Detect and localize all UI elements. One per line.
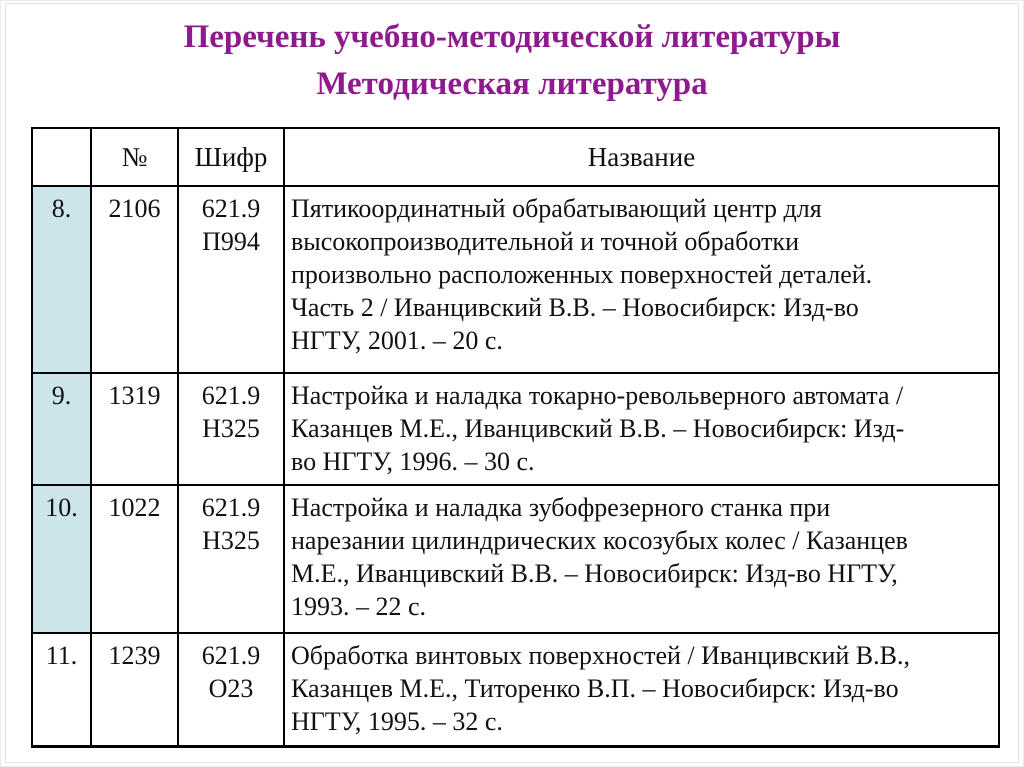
row-number-cell: 1022	[90, 484, 179, 634]
header-cell-code: Шифр	[177, 127, 285, 187]
header-cell-marker	[31, 127, 92, 187]
row-index-cell: 11.	[31, 632, 92, 747]
row-index-cell: 10.	[31, 484, 92, 634]
row-index-cell: 9.	[31, 372, 92, 486]
header-cell-name: Название	[283, 127, 1000, 187]
row-code-cell: 621.9 Н325	[177, 372, 285, 486]
row-title-cell: Пятикоординатный обрабатывающий центр дл…	[283, 185, 1000, 374]
row-title-cell: Настройка и наладка токарно-револьверног…	[283, 372, 1000, 486]
slide-title: Перечень учебно-методической литературы …	[183, 19, 841, 102]
row-number-cell: 1319	[90, 372, 179, 486]
row-title-cell: Настройка и наладка зубофрезерного станк…	[283, 484, 1000, 634]
table-row: 9. 1319 621.9 Н325 Настройка и наладка т…	[31, 372, 1000, 486]
table-header-row: № Шифр Название	[31, 127, 1000, 187]
row-code-cell: 621.9 П994	[177, 185, 285, 374]
row-code-cell: 621.9 О23	[177, 632, 285, 747]
literature-table: № Шифр Название 8. 2106 621.9 П994 Пятик…	[31, 127, 1000, 748]
header-cell-number: №	[90, 127, 179, 187]
row-number-cell: 1239	[90, 632, 179, 747]
row-code-cell: 621.9 Н325	[177, 484, 285, 634]
table-row: 8. 2106 621.9 П994 Пятикоординатный обра…	[31, 185, 1000, 374]
row-number-cell: 2106	[90, 185, 179, 374]
table-row: 10. 1022 621.9 Н325 Настройка и наладка …	[31, 484, 1000, 634]
row-title-cell: Обработка винтовых поверхностей / Иванци…	[283, 632, 1000, 747]
table-row: 11. 1239 621.9 О23 Обработка винтовых по…	[31, 632, 1000, 747]
row-index-cell: 8.	[31, 185, 92, 374]
